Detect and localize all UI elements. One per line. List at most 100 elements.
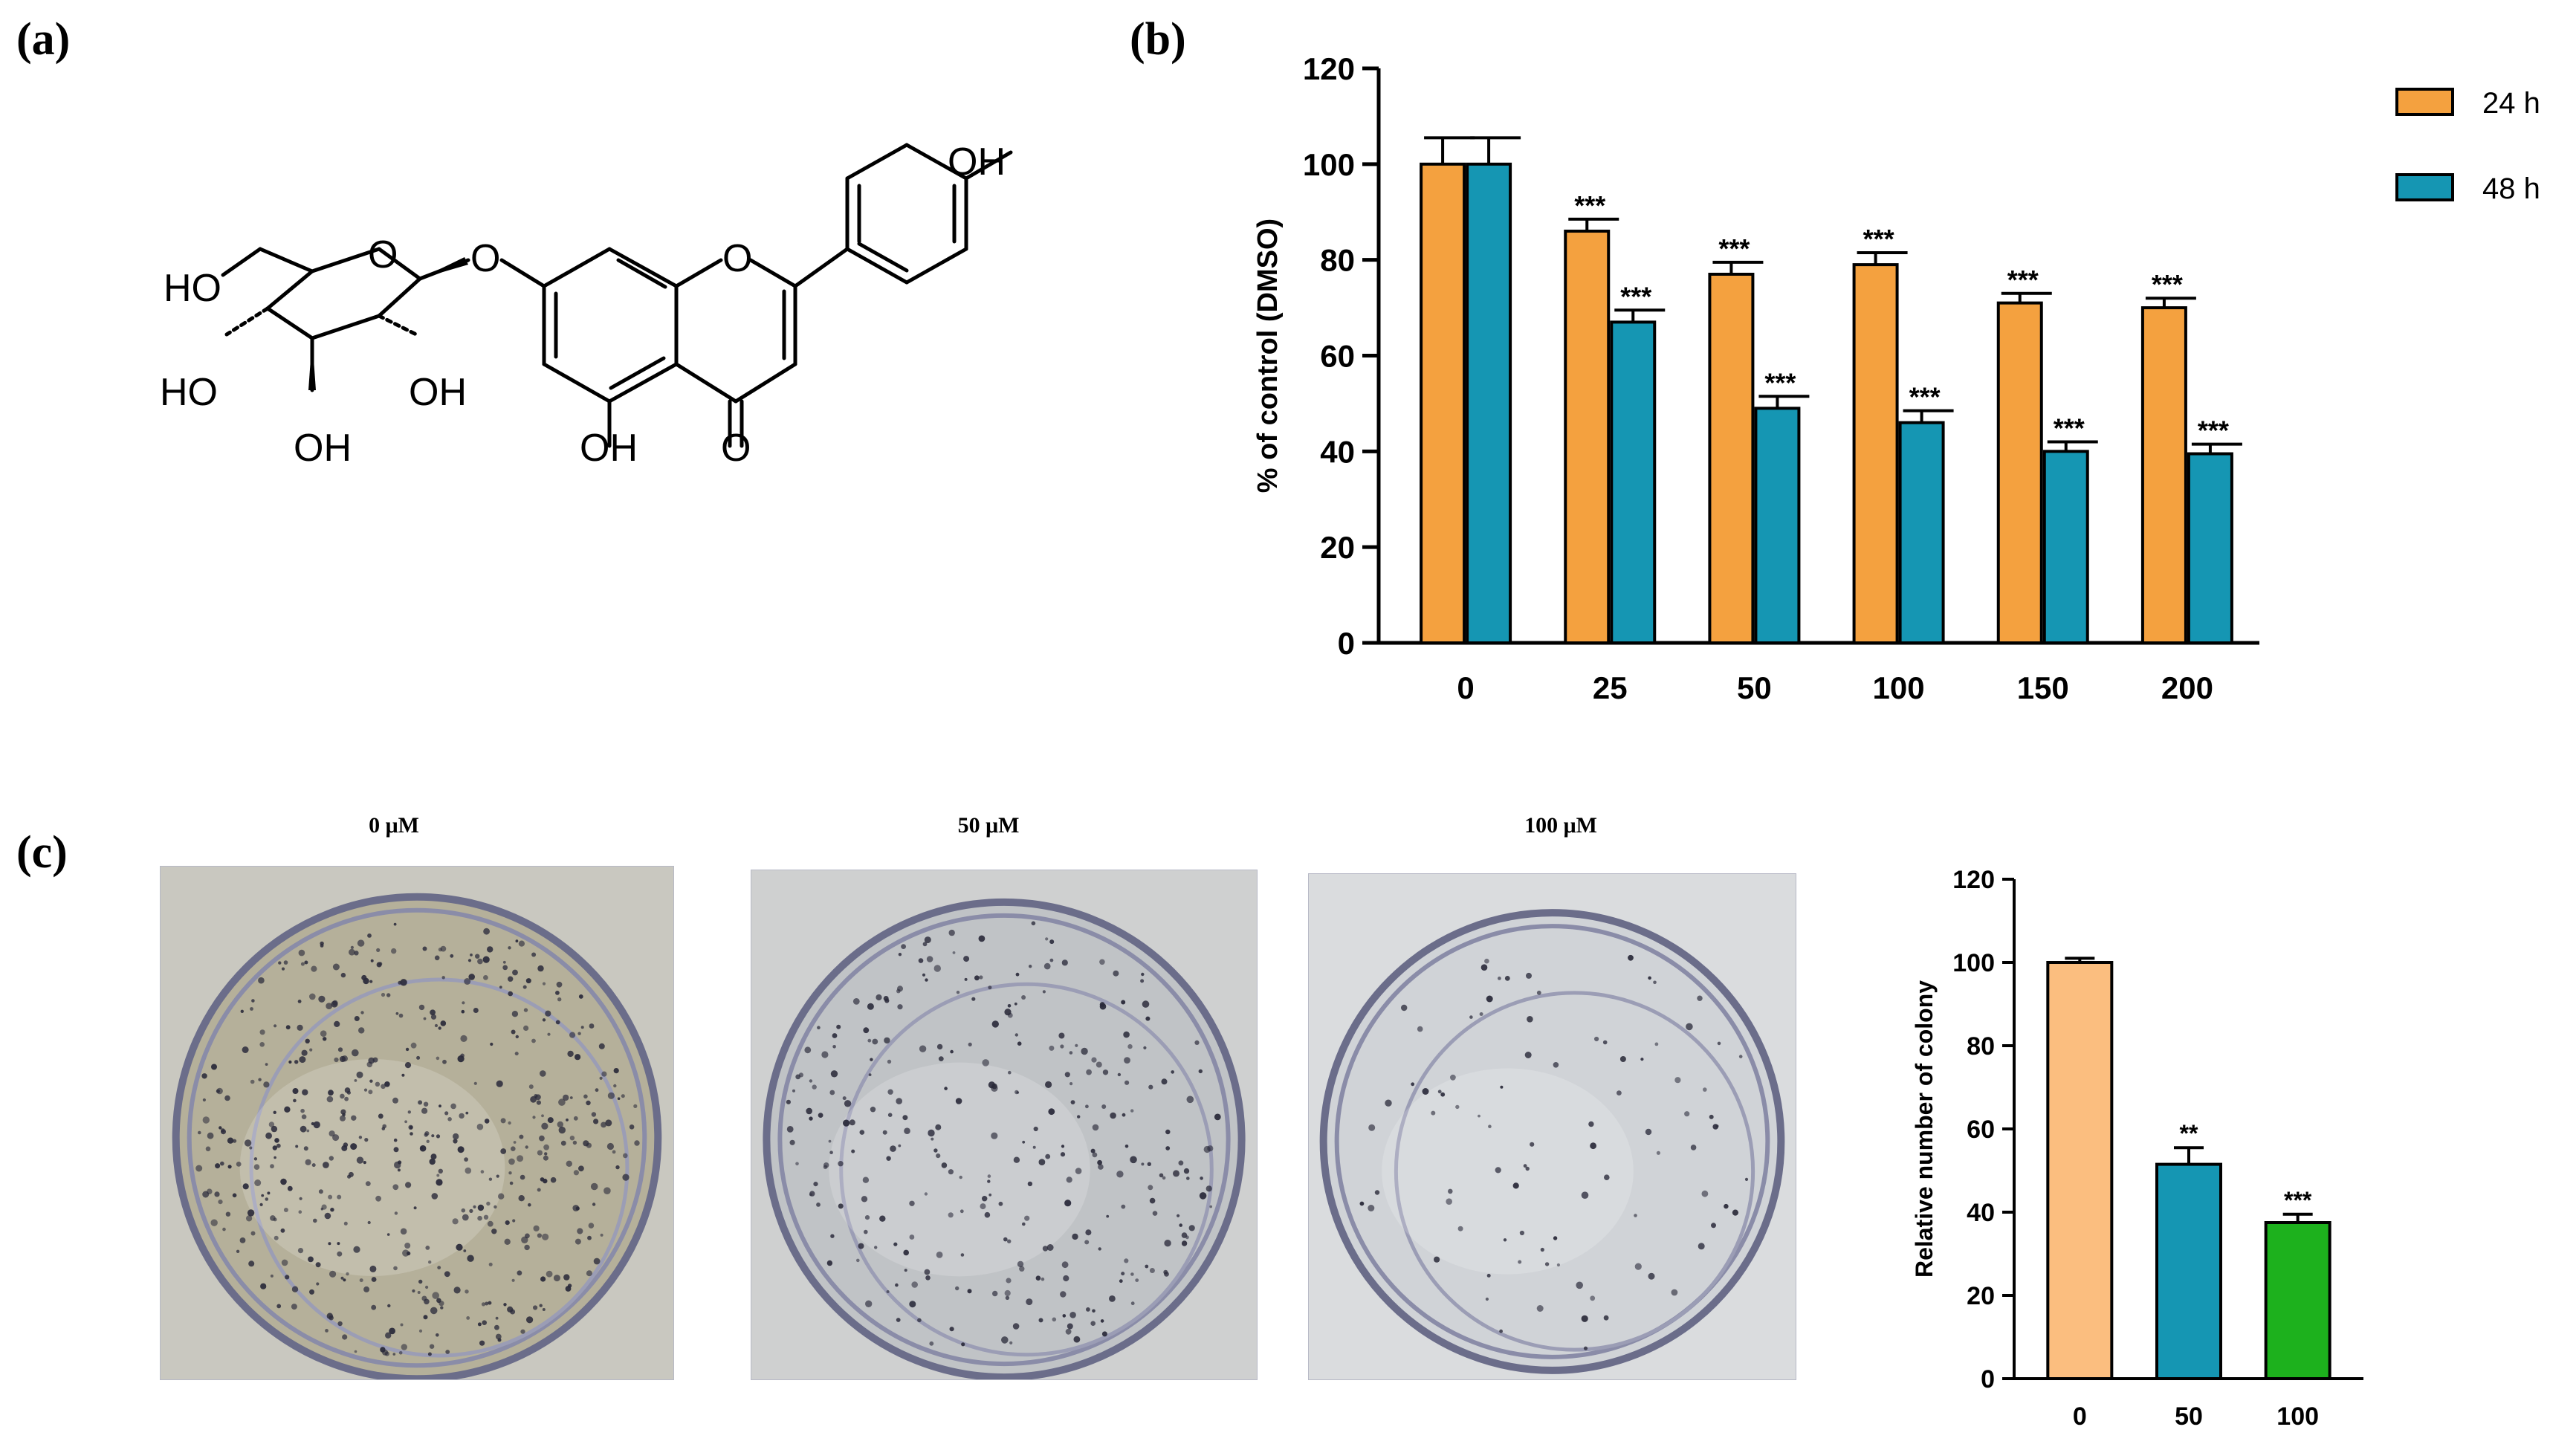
colony-dot xyxy=(329,1270,337,1278)
colony-dot xyxy=(567,1284,572,1288)
colony-dot xyxy=(1712,1124,1718,1130)
colony-dot xyxy=(259,1029,265,1035)
colony-dot xyxy=(250,1079,255,1084)
colony-dot xyxy=(1096,1061,1102,1068)
colony-dot xyxy=(480,1170,485,1174)
colony-dot xyxy=(1488,1124,1492,1128)
colony-dot xyxy=(404,1062,412,1069)
colony-photo-100 xyxy=(1308,873,1796,1380)
colony-dot xyxy=(288,1060,292,1064)
colony-dot xyxy=(278,961,282,965)
colony-dot xyxy=(1198,1069,1203,1074)
colony-dot xyxy=(1022,1140,1026,1144)
colony-dot xyxy=(974,975,980,981)
colony-dot xyxy=(272,1145,277,1150)
colony-dot xyxy=(297,1248,304,1254)
colony-dot xyxy=(1711,1223,1716,1229)
colony-dot xyxy=(313,1121,320,1129)
colony-dot xyxy=(634,1140,640,1146)
colony-dot xyxy=(941,1162,948,1168)
colony-dot xyxy=(1148,1185,1153,1191)
colony-dot xyxy=(318,995,326,1003)
colony-dot xyxy=(935,1124,942,1130)
colony-dot xyxy=(1019,1266,1025,1272)
colony-dot xyxy=(520,1174,525,1180)
sig-48h-50: *** xyxy=(1764,367,1796,398)
colony-dot xyxy=(306,1129,310,1133)
colony-dot xyxy=(589,1023,595,1029)
colony-dot xyxy=(358,1136,363,1139)
colony-dot xyxy=(515,939,519,943)
colony-dot xyxy=(1503,1238,1507,1242)
colony-dot xyxy=(563,1274,570,1281)
colony-dot xyxy=(1130,1156,1137,1164)
colony-dot xyxy=(330,1208,334,1212)
colony-dot xyxy=(371,1277,377,1282)
colony-dot xyxy=(444,1271,450,1278)
colony-dot xyxy=(1006,1278,1012,1284)
colony-dot xyxy=(1147,1162,1151,1166)
colony-dot xyxy=(219,1126,222,1130)
colony-dot xyxy=(539,1304,543,1307)
colony-dot xyxy=(370,959,374,962)
colony-dot xyxy=(287,1185,293,1191)
colony-dot xyxy=(933,1148,938,1153)
colony-dot xyxy=(1017,1260,1024,1268)
colony-dot xyxy=(1553,1062,1559,1068)
colony-dot xyxy=(1450,1074,1456,1081)
colony-dot xyxy=(1085,1229,1092,1236)
colony-dot xyxy=(607,1092,615,1099)
c-y-tick-label-20: 20 xyxy=(1967,1282,1995,1310)
colony-dot xyxy=(465,1111,469,1115)
colony-dot xyxy=(1183,1168,1190,1174)
colony-dot xyxy=(1536,1305,1544,1312)
colony-dot xyxy=(593,1258,601,1265)
colony-dot xyxy=(401,1344,407,1350)
colony-dot xyxy=(1478,1114,1480,1118)
colony-dot xyxy=(503,1303,507,1307)
colony-dot xyxy=(884,998,890,1003)
colony-dot xyxy=(295,1145,299,1148)
colony-dot xyxy=(441,976,445,980)
sig-24h-200: *** xyxy=(2152,269,2183,300)
colony-dot xyxy=(533,1305,538,1310)
colony-dot xyxy=(575,1238,581,1245)
colony-dot xyxy=(949,1327,954,1332)
colony-dot xyxy=(967,1289,972,1294)
colony-dot xyxy=(1075,1043,1078,1047)
colony-dot xyxy=(356,1071,363,1078)
colony-dot xyxy=(329,1156,334,1161)
colony-dot xyxy=(347,1174,352,1179)
colony-dot xyxy=(1009,1341,1013,1344)
colony-dot xyxy=(580,1026,584,1029)
colony-dot xyxy=(444,1111,449,1116)
colony-dot xyxy=(886,1156,891,1161)
colony-dot xyxy=(887,1059,892,1064)
colony-dot xyxy=(301,1049,308,1056)
bar-48h-50 xyxy=(1754,407,1801,644)
colony-dot xyxy=(195,1165,203,1172)
bar-24h-100 xyxy=(1852,263,1899,644)
colony-dot xyxy=(280,1228,285,1233)
colony-dot xyxy=(482,1320,487,1325)
colony-dot xyxy=(1060,1152,1066,1157)
colony-dot xyxy=(423,1101,429,1107)
colony-dot xyxy=(508,1158,515,1165)
colony-dot xyxy=(882,1130,887,1135)
colony-dot xyxy=(350,945,354,949)
colony-dot xyxy=(931,1137,934,1141)
colony-dot xyxy=(1090,1148,1096,1153)
colony-dot xyxy=(852,998,860,1005)
colony-dot xyxy=(358,1027,365,1034)
colony-dot xyxy=(1697,995,1703,1001)
colony-dot xyxy=(901,944,906,949)
colony-dot xyxy=(909,1234,915,1240)
colony-dot xyxy=(482,956,490,963)
colony-dot xyxy=(1500,1085,1504,1089)
colony-dot xyxy=(300,1125,307,1133)
colony-dot xyxy=(337,1251,343,1257)
colony-dot xyxy=(843,1119,850,1127)
colony-dot xyxy=(430,1014,437,1020)
colony-dot xyxy=(1581,1315,1588,1322)
colony-dot xyxy=(1634,1214,1637,1217)
